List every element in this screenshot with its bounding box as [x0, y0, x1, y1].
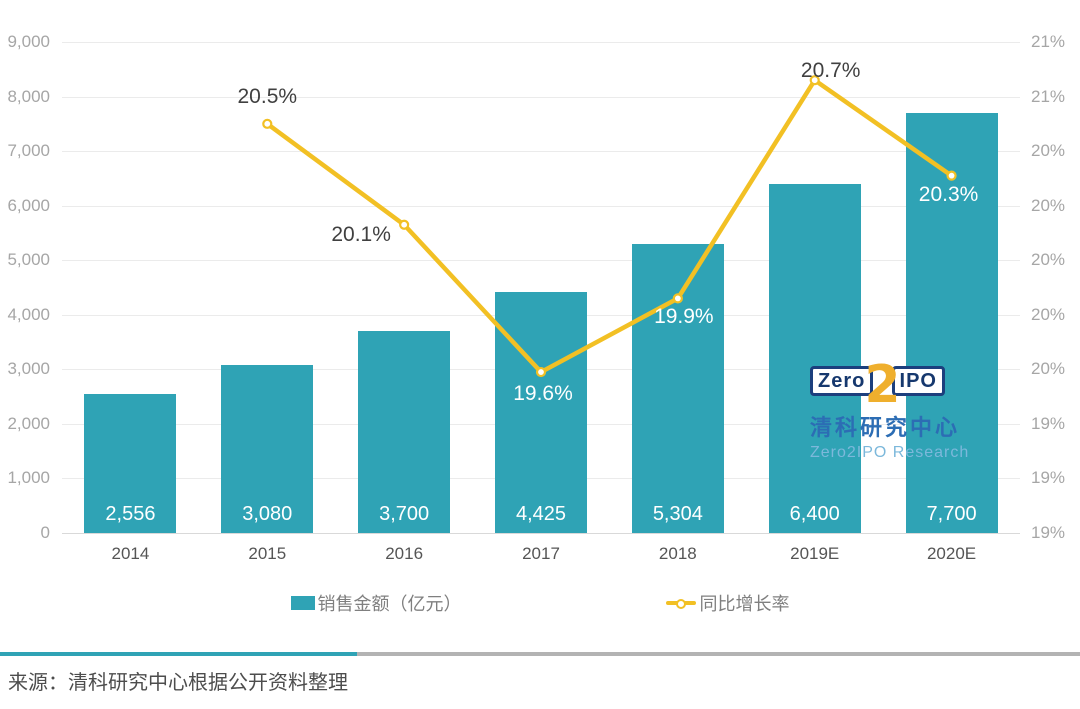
logo-chinese-name: 清科研究中心: [810, 415, 961, 440]
line-point-marker: [946, 170, 957, 181]
y-axis-tick-right: 20%: [1031, 250, 1066, 270]
line-point-marker: [399, 219, 410, 230]
y-axis-tick-right: 20%: [1031, 195, 1066, 215]
line-point-marker: [262, 118, 273, 129]
sales-bar: 3,700: [358, 331, 451, 533]
growth-rate-label: 19.6%: [513, 382, 573, 406]
legend-item-sales: 销售金额（亿元）: [290, 590, 462, 616]
sales-bar: 5,304: [631, 243, 724, 533]
zero2ipo-watermark: Zero 2 IPO 清科研究中心 Zero2IPO Research: [810, 355, 970, 462]
logo-zero-box: Zero: [810, 366, 874, 396]
line-point-marker: [809, 75, 820, 86]
y-axis-tick-left: 0: [40, 523, 50, 542]
legend-line-label: 同比增长率: [699, 594, 790, 614]
y-axis-tick-left: 7,000: [7, 141, 50, 161]
legend-item-growth: 同比增长率: [665, 590, 790, 616]
growth-rate-label: 20.1%: [331, 222, 391, 246]
y-axis-tick-right: 19%: [1031, 468, 1066, 488]
grid-line: [62, 151, 1020, 153]
growth-rate-label: 20.5%: [237, 84, 298, 108]
y-axis-tick-left: 6,000: [7, 195, 50, 215]
bar-value-label: 5,304: [652, 502, 703, 525]
x-axis-label: 2019E: [790, 544, 840, 563]
logo-ipo-box: IPO: [891, 366, 945, 396]
sales-bar: 6,400: [768, 183, 861, 533]
y-axis-tick-left: 1,000: [7, 468, 50, 488]
sales-bar: 3,080: [221, 364, 314, 533]
grid-line: [62, 42, 1020, 43]
footer-divider: [0, 652, 1080, 656]
y-axis-tick-right: 19%: [1031, 413, 1066, 433]
y-axis-tick-right: 19%: [1031, 523, 1066, 542]
grid-line: [62, 96, 1020, 98]
x-axis-label: 2017: [522, 544, 560, 563]
y-axis-tick-left: 8,000: [7, 86, 50, 106]
line-point-marker: [672, 293, 683, 304]
line-point-marker: [535, 366, 547, 378]
bar-value-label: 6,400: [789, 502, 840, 525]
growth-line-layer: [262, 75, 957, 378]
sales-bar: 4,425: [495, 291, 587, 533]
x-axis-label: 2020E: [926, 544, 977, 563]
bar-value-label: 3,700: [379, 502, 430, 525]
x-axis-label: 2014: [111, 544, 150, 563]
logo-two-numeral: 2: [864, 355, 901, 415]
y-axis-tick-right: 21%: [1031, 32, 1066, 51]
growth-rate-label: 19.9%: [654, 305, 714, 329]
x-axis-label: 2015: [248, 544, 287, 563]
legend: 销售金额（亿元） 同比增长率: [0, 590, 1080, 616]
y-axis-tick-right: 20%: [1031, 304, 1066, 324]
y-axis-tick-right: 21%: [1031, 86, 1066, 106]
x-axis-label: 2016: [385, 544, 424, 563]
grid-line: [62, 260, 1020, 262]
bar-value-label: 3,080: [242, 502, 293, 525]
grid-line: [62, 205, 1020, 207]
bar-value-label: 7,700: [926, 502, 977, 525]
grid-line: [62, 533, 1020, 534]
x-axis-label: 2018: [658, 544, 697, 563]
footer-divider-gray-segment: [357, 652, 1080, 656]
y-axis-tick-left: 2,000: [7, 413, 50, 433]
growth-line: [265, 76, 953, 375]
y-axis-tick-right: 20%: [1031, 359, 1066, 379]
growth-rate-label: 20.7%: [800, 59, 861, 83]
y-axis-tick-left: 9,000: [7, 32, 50, 51]
bar-value-label: 4,425: [515, 502, 567, 525]
logo-english-name: Zero2IPO Research: [810, 444, 970, 461]
y-axis-tick-right: 20%: [1031, 141, 1066, 161]
growth-rate-label: 20.3%: [918, 182, 979, 206]
zero2ipo-logo: Zero 2 IPO: [810, 355, 970, 415]
y-axis-tick-left: 3,000: [7, 359, 50, 379]
footer-divider-teal-segment: [0, 652, 357, 656]
source-note: 来源：清科研究中心根据公开资料整理: [8, 672, 348, 694]
bar-value-label: 2,556: [105, 502, 156, 525]
y-axis-tick-left: 4,000: [7, 304, 50, 324]
legend-bar-label: 销售金额（亿元）: [317, 594, 462, 614]
legend-line-marker-icon: [665, 596, 696, 610]
y-axis-tick-left: 5,000: [7, 250, 50, 270]
legend-bar-swatch: [290, 596, 315, 610]
sales-bar: 7,700: [905, 112, 998, 533]
sales-bar: 2,556: [84, 393, 177, 533]
